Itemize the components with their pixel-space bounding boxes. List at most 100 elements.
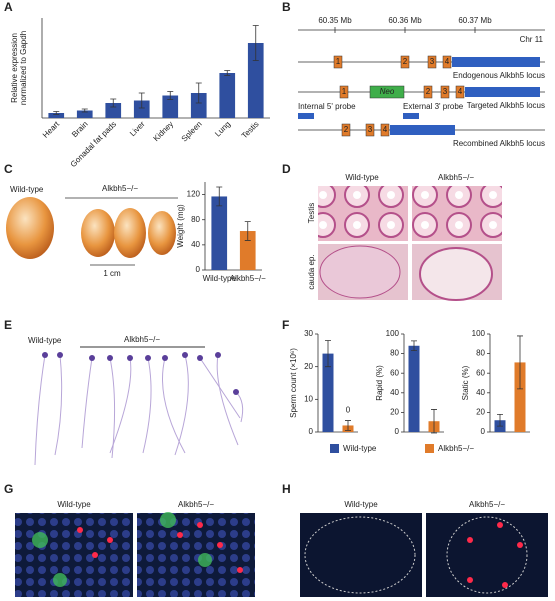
column-label: Alkbh5−/− xyxy=(178,500,214,509)
probe xyxy=(403,113,419,119)
position-label: 60.36 Mb xyxy=(388,16,422,25)
row-label: cauda ep. xyxy=(307,254,316,289)
error-bar xyxy=(431,409,437,434)
x-tick-label: Kidney xyxy=(151,120,175,144)
exon xyxy=(455,85,465,99)
group-label: Wild-type xyxy=(28,336,62,345)
x-tick-label: Wild-type xyxy=(203,274,237,283)
x-tick-label: Brain xyxy=(70,120,90,140)
exon-label: 1 xyxy=(336,57,341,66)
chromosome-label: Chr 11 xyxy=(520,35,544,44)
exon xyxy=(333,55,343,69)
group-label: Wild-type xyxy=(10,185,44,194)
scale-label: 1 cm xyxy=(103,269,121,278)
column-label: Wild-type xyxy=(344,500,378,509)
exon-label: 2 xyxy=(426,87,431,96)
error-bar xyxy=(224,70,231,76)
column-label: Wild-type xyxy=(345,173,379,182)
group-label: Alkbh5−/− xyxy=(124,335,160,344)
legend-label: Alkbh5−/− xyxy=(438,444,474,453)
panel-label: E xyxy=(4,318,12,332)
y-tick-label: 0 xyxy=(481,427,486,436)
x-tick-label: Spleen xyxy=(180,120,204,144)
exon xyxy=(440,85,450,99)
y-axis-label: Sperm count (×10⁶) xyxy=(289,348,298,418)
y-axis-label: Relative expression xyxy=(10,33,19,103)
locus-label: Endogenous Alkbh5 locus xyxy=(453,71,545,80)
y-tick-label: 20 xyxy=(476,408,485,417)
y-tick-label: 80 xyxy=(191,215,200,224)
column-label: Alkbh5−/− xyxy=(469,500,505,509)
bar xyxy=(211,196,228,270)
error-bar xyxy=(345,420,351,431)
bar xyxy=(239,231,256,270)
locus-label: Targeted Alkbh5 locus xyxy=(467,101,545,110)
exon-label: 1 xyxy=(342,87,347,96)
y-axis-label: Static (%) xyxy=(461,365,470,400)
y-tick-label: 100 xyxy=(472,329,486,338)
group-label: Alkbh5−/− xyxy=(102,184,138,193)
x-tick-label: Testis xyxy=(240,120,261,141)
panel-label: F xyxy=(282,318,289,332)
x-tick-label: Liver xyxy=(128,119,147,138)
error-bar xyxy=(167,91,174,100)
probe xyxy=(298,113,314,119)
exon-label: 3 xyxy=(443,87,448,96)
exon xyxy=(339,85,349,99)
testis-photos xyxy=(6,197,178,266)
exon xyxy=(423,85,433,99)
bar xyxy=(76,110,93,118)
error-bar xyxy=(138,92,145,109)
panel-label: D xyxy=(282,162,291,176)
error-bar xyxy=(195,82,202,104)
annotation: 0 xyxy=(346,406,351,415)
error-bar xyxy=(497,413,503,427)
exon xyxy=(427,55,437,69)
x-tick-label: Alkbh5−/− xyxy=(230,274,266,283)
utr xyxy=(465,87,540,97)
legend-swatch xyxy=(425,444,434,453)
utr xyxy=(390,125,455,135)
x-tick-label: Heart xyxy=(41,119,62,140)
column-label: Alkbh5−/− xyxy=(438,173,474,182)
y-tick-label: 20 xyxy=(390,408,399,417)
error-bar xyxy=(252,25,259,61)
panel-label: B xyxy=(282,0,291,14)
row-label: Testis xyxy=(307,203,316,223)
error-bar xyxy=(110,98,117,108)
bar xyxy=(408,345,420,432)
column-label: Wild-type xyxy=(57,500,91,509)
exon-label: 4 xyxy=(458,87,463,96)
position-label: 60.35 Mb xyxy=(318,16,352,25)
error-bar xyxy=(81,108,88,113)
exon-label: 3 xyxy=(430,57,435,66)
histology xyxy=(318,186,502,301)
panel-label: A xyxy=(4,0,13,14)
error-bar xyxy=(244,221,251,241)
probe-label: External 3' probe xyxy=(403,102,464,111)
y-tick-label: 40 xyxy=(390,388,399,397)
y-tick-label: 40 xyxy=(476,388,485,397)
y-tick-label: 120 xyxy=(187,190,201,199)
exon xyxy=(380,123,390,137)
panel-label: H xyxy=(282,482,291,496)
fluorescence-images xyxy=(15,512,548,597)
position-label: 60.37 Mb xyxy=(458,16,492,25)
y-tick-label: 30 xyxy=(304,329,313,338)
bar xyxy=(514,362,526,432)
sperm-images xyxy=(34,346,244,466)
error-bar xyxy=(53,111,60,115)
y-axis-label: Weight (mg) xyxy=(176,204,185,248)
y-tick-label: 60 xyxy=(476,368,485,377)
exon xyxy=(400,55,410,69)
y-tick-label: 100 xyxy=(386,329,400,338)
y-tick-label: 80 xyxy=(476,349,485,358)
y-tick-label: 60 xyxy=(390,368,399,377)
x-tick-label: Lung xyxy=(213,120,232,139)
bar xyxy=(162,95,179,118)
exon-label: 4 xyxy=(383,125,388,134)
bar xyxy=(322,353,334,432)
y-tick-label: 80 xyxy=(390,349,399,358)
y-axis-label: normalized to Gapdh xyxy=(19,31,28,105)
error-bar xyxy=(216,186,223,207)
